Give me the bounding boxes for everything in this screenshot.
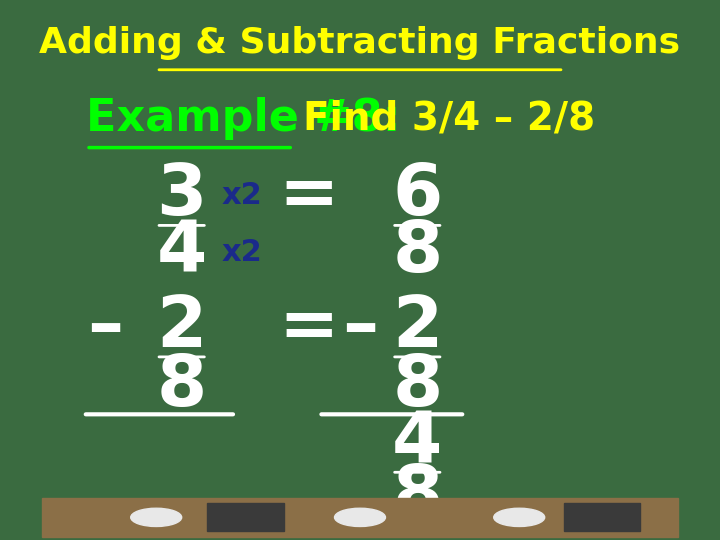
Bar (207, 503, 284, 531)
Text: Example #8:: Example #8: (86, 97, 400, 139)
Text: 2: 2 (392, 293, 443, 362)
Text: 6: 6 (392, 161, 443, 231)
Text: 8: 8 (392, 352, 443, 421)
Bar (42, 498, 678, 537)
Text: 8: 8 (156, 352, 207, 421)
Text: 3: 3 (156, 161, 207, 231)
Ellipse shape (335, 508, 385, 526)
Text: Adding & Subtracting Fractions: Adding & Subtracting Fractions (40, 26, 680, 60)
Text: x2: x2 (222, 238, 263, 267)
Text: x2: x2 (222, 181, 263, 211)
Text: 4: 4 (156, 218, 207, 287)
Text: 4: 4 (392, 408, 443, 477)
Text: =: = (279, 161, 339, 231)
Text: –: – (342, 293, 378, 362)
Text: –: – (87, 293, 123, 362)
Bar (564, 503, 640, 531)
Text: 2: 2 (156, 293, 207, 362)
Ellipse shape (131, 508, 181, 526)
Text: 8: 8 (392, 462, 443, 531)
Text: Find 3/4 – 2/8: Find 3/4 – 2/8 (302, 99, 595, 137)
Ellipse shape (494, 508, 545, 526)
Text: 8: 8 (392, 218, 443, 287)
Text: =: = (279, 293, 339, 362)
